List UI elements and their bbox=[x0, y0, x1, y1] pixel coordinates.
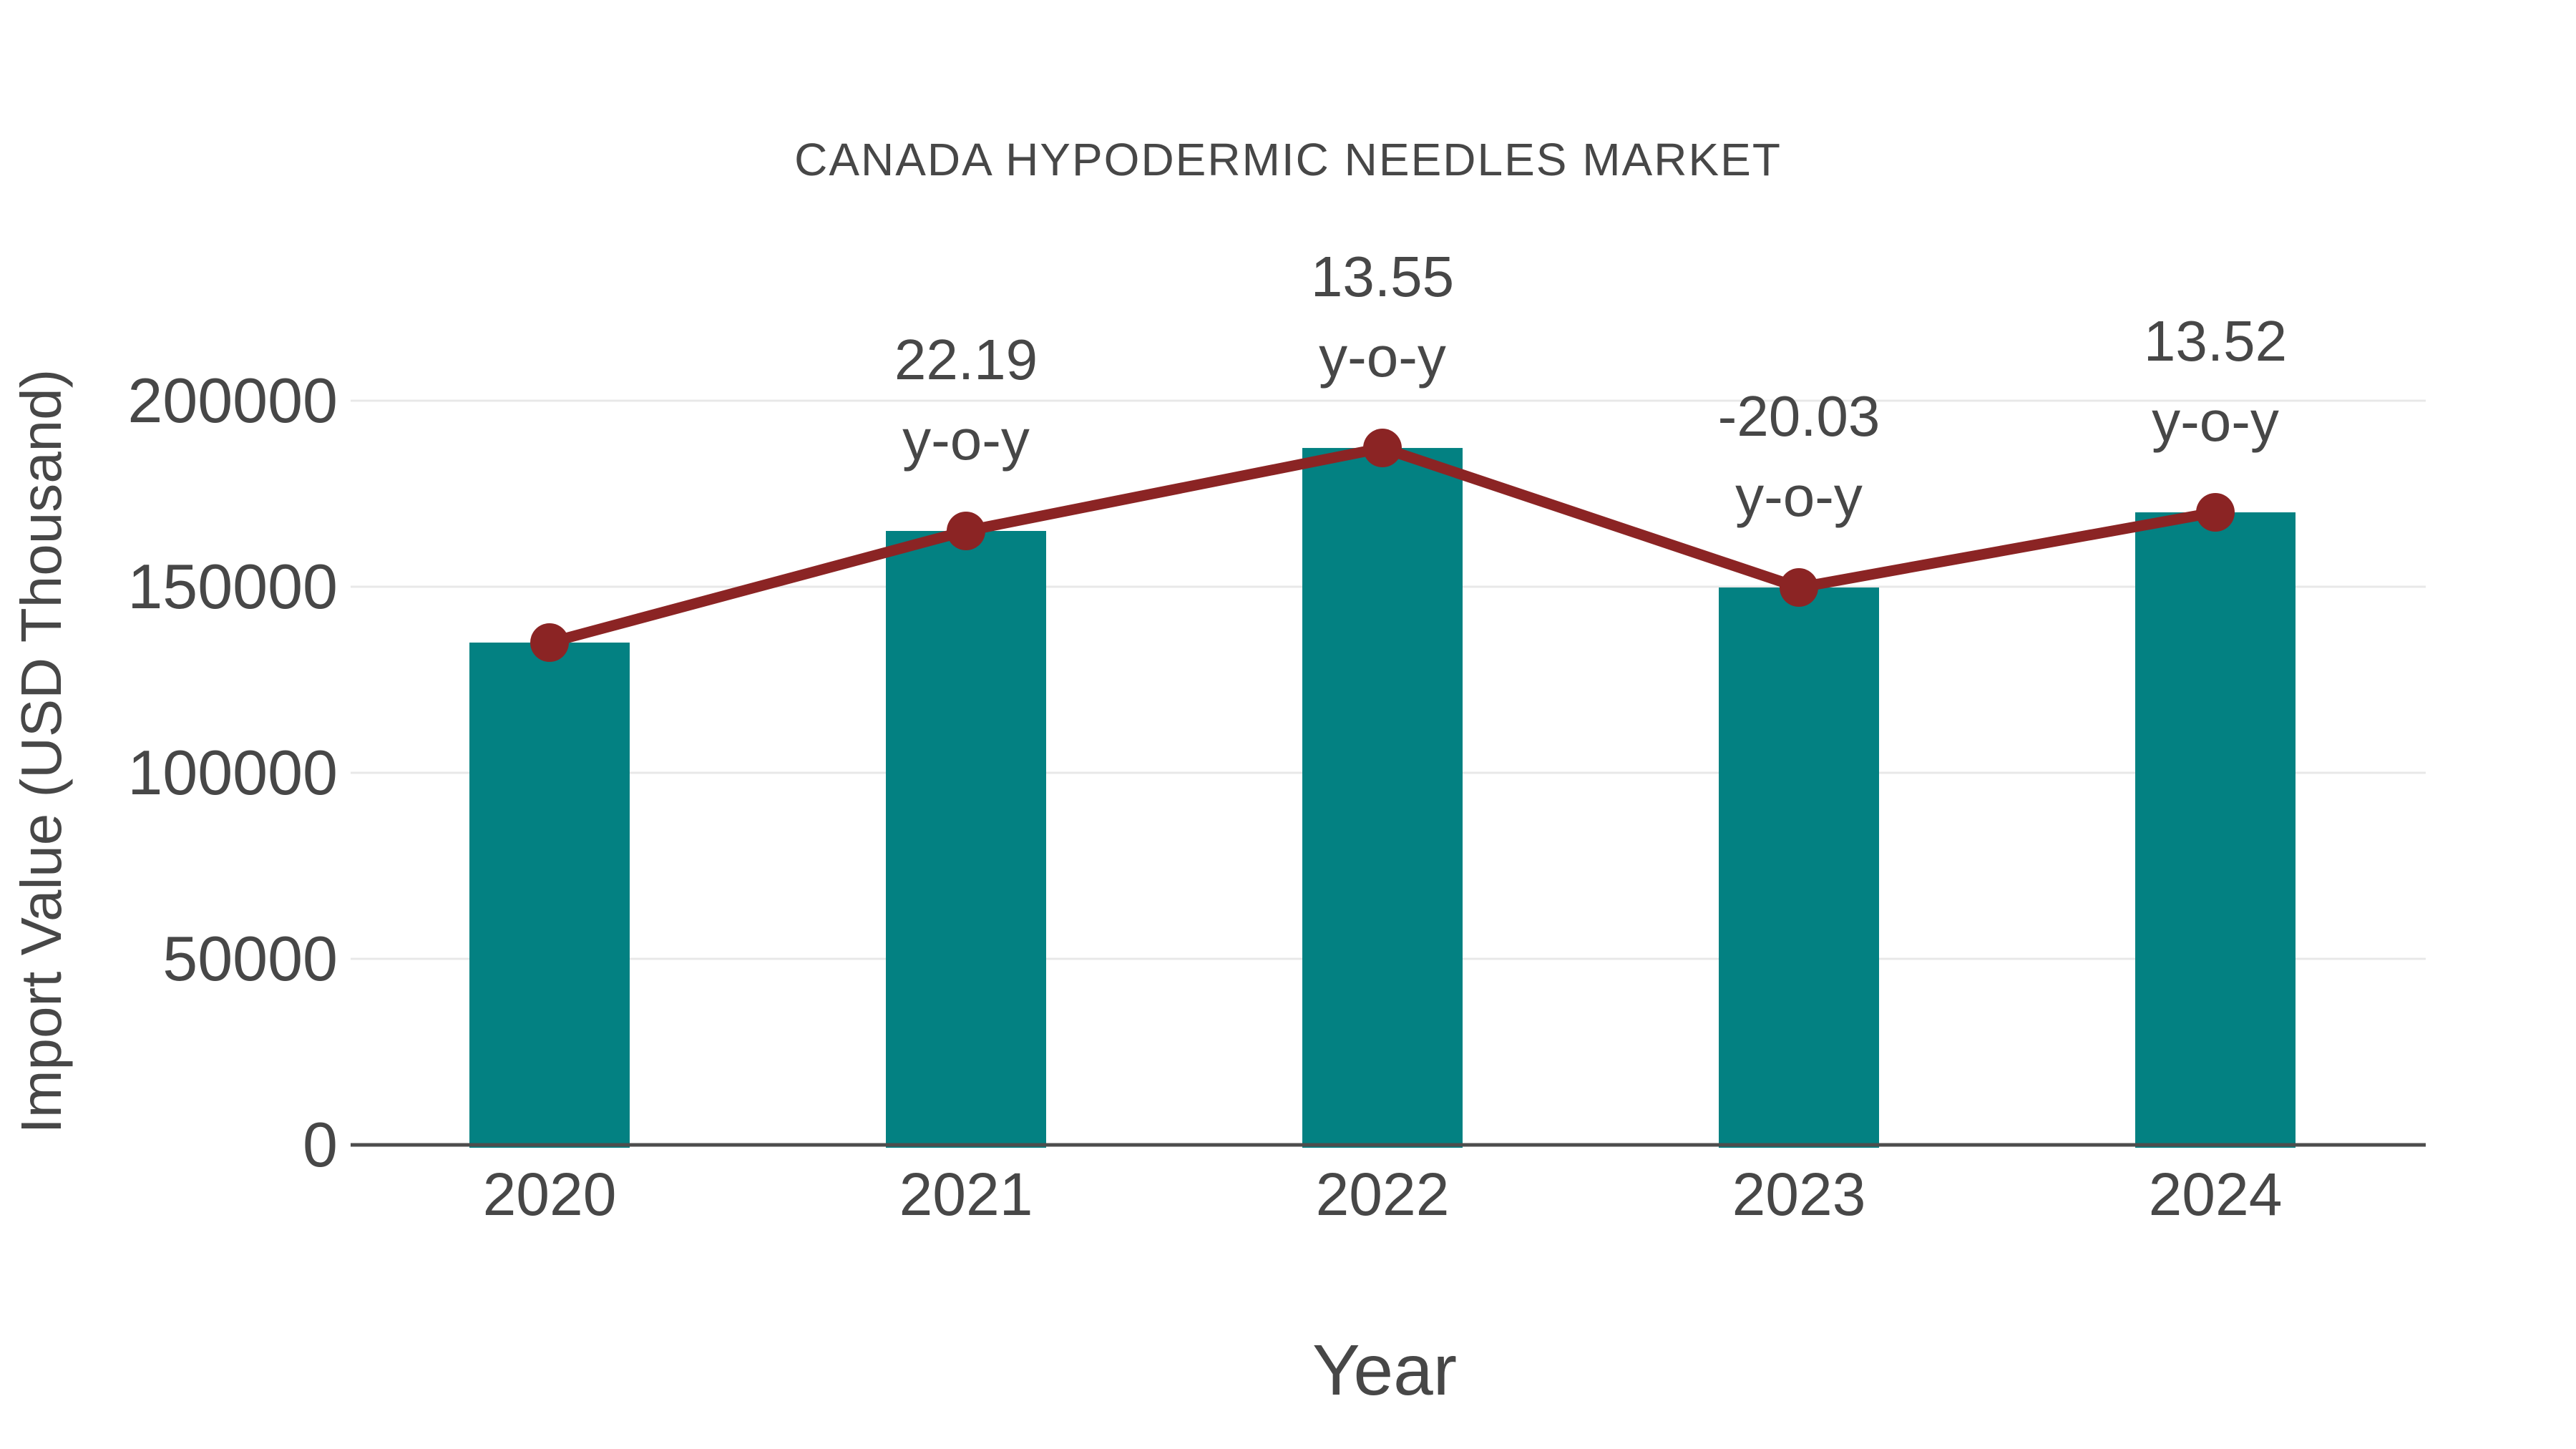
annotation-suffix: y-o-y bbox=[2152, 389, 2279, 453]
x-tick-label: 2021 bbox=[899, 1161, 1033, 1228]
data-point-marker bbox=[1363, 429, 1402, 468]
bar bbox=[1302, 448, 1463, 1148]
bar bbox=[469, 643, 630, 1148]
annotation-suffix: y-o-y bbox=[902, 408, 1030, 472]
data-point-marker bbox=[530, 623, 569, 662]
x-tick-label: 2023 bbox=[1732, 1161, 1866, 1228]
annotation-suffix: y-o-y bbox=[1319, 325, 1446, 389]
y-tick-label: 50000 bbox=[162, 923, 338, 994]
chart-title: CANADA HYPODERMIC NEEDLES MARKET bbox=[794, 134, 1782, 185]
x-tick-label: 2024 bbox=[2149, 1161, 2283, 1228]
bar bbox=[886, 531, 1046, 1148]
y-tick-label: 200000 bbox=[127, 365, 338, 436]
data-point-marker bbox=[947, 512, 985, 550]
x-tick-label: 2020 bbox=[483, 1161, 617, 1228]
annotation-value: 13.52 bbox=[2144, 309, 2287, 373]
y-tick-label: 0 bbox=[303, 1109, 338, 1180]
bar bbox=[2135, 512, 2296, 1148]
data-point-marker bbox=[2196, 493, 2235, 532]
annotation-suffix: y-o-y bbox=[1735, 464, 1863, 528]
data-point-marker bbox=[1780, 568, 1818, 608]
x-axis-title: Year bbox=[1312, 1330, 1458, 1410]
annotation-value: -20.03 bbox=[1718, 384, 1880, 448]
annotation-value: 13.55 bbox=[1311, 245, 1454, 308]
y-tick-label: 100000 bbox=[127, 737, 338, 808]
bar bbox=[1719, 587, 1879, 1148]
x-tick-label: 2022 bbox=[1316, 1161, 1450, 1228]
annotation-value: 22.19 bbox=[894, 328, 1038, 391]
y-tick-label: 150000 bbox=[127, 551, 338, 622]
